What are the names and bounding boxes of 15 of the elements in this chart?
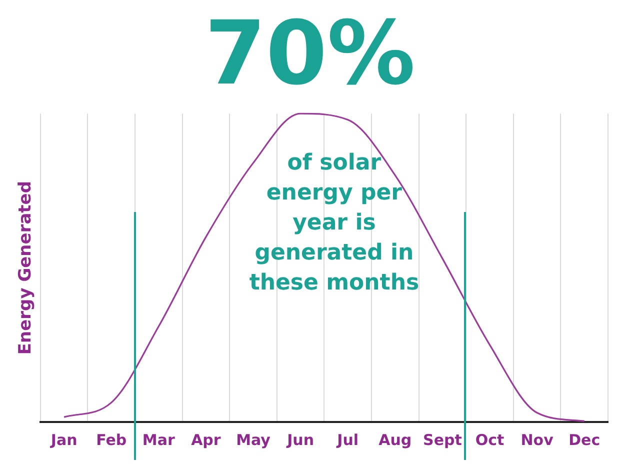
x-tick-label: Apr [191,430,222,449]
x-tick-label: Sept [423,430,462,449]
x-tick-label: Aug [378,430,412,449]
x-tick-label: Oct [475,430,504,449]
x-tick-label: May [236,430,271,449]
x-tick-label: Dec [568,430,600,449]
x-tick-label: Jan [50,430,78,449]
x-tick-label: Mar [142,430,176,449]
x-tick-label: Jul [336,430,359,449]
chart-title: 70% [204,2,416,105]
x-tick-label: Feb [96,430,127,449]
annotation: of solar energy per year is generated in these months [249,150,420,296]
x-tick-label: Jun [286,430,314,449]
x-tick-label: Nov [520,430,554,449]
y-axis-title: Energy Generated [16,180,36,355]
